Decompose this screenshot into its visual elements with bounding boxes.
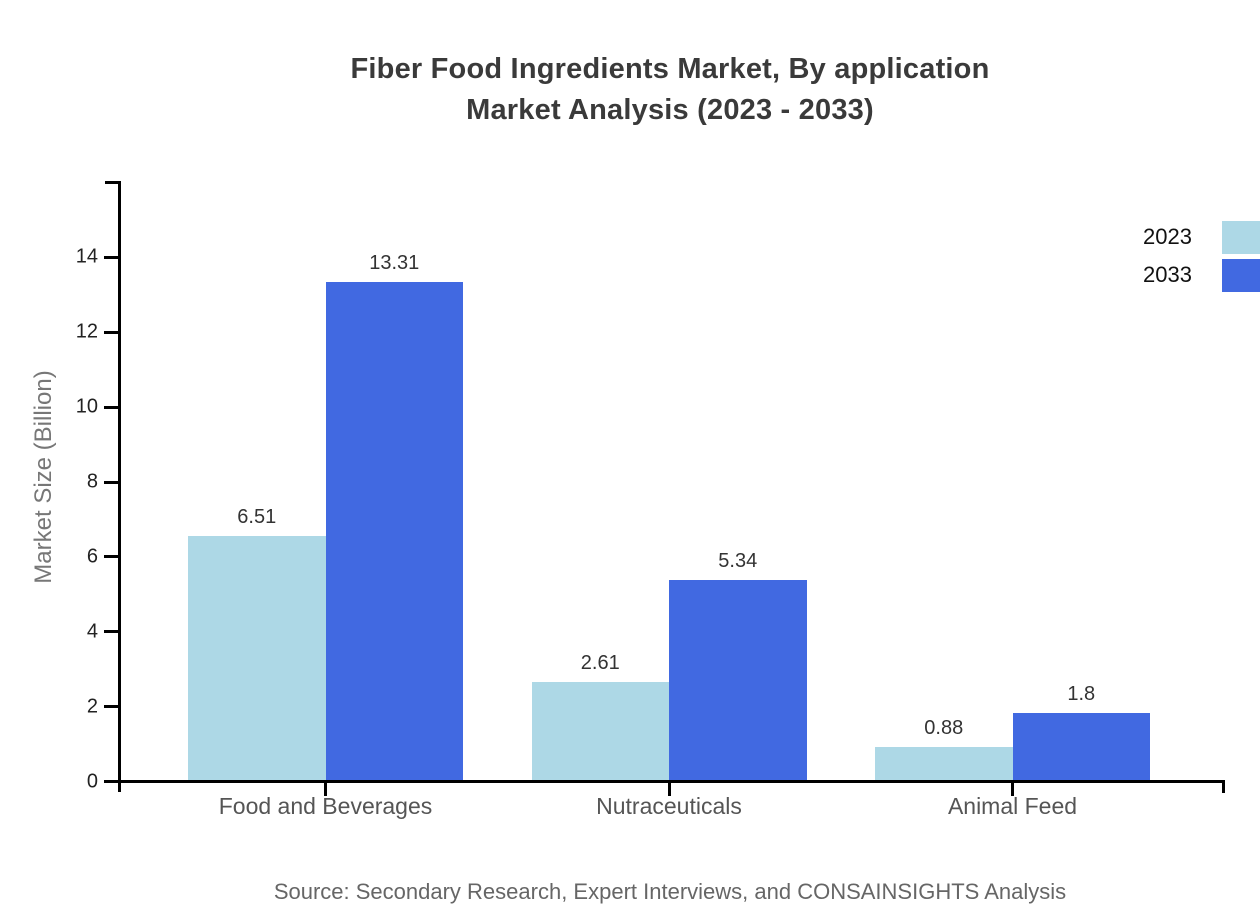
y-tick-label-6: 6	[86, 545, 98, 568]
y-tick-label-8: 8	[86, 470, 98, 493]
bar-2033-food-and-beverages	[325, 281, 463, 780]
chart-title: Fiber Food Ingredients Market, By applic…	[120, 49, 1220, 131]
chart-title-line1: Fiber Food Ingredients Market, By applic…	[350, 53, 990, 85]
bar-2033-animal-feed	[1012, 712, 1150, 780]
value-label-2033-food-and-beverages: 13.31	[369, 251, 420, 274]
category-label-animal-feed: Animal Feed	[947, 793, 1078, 819]
y-tick-label-0: 0	[86, 770, 98, 792]
y-tick-label-14: 14	[75, 245, 98, 268]
legend-swatch-2023	[1222, 221, 1260, 254]
y-tick-label-12: 12	[75, 320, 98, 343]
chart-title-line2: Market Analysis (2023 - 2033)	[466, 94, 874, 126]
category-label-nutraceuticals: Nutraceuticals	[596, 793, 742, 819]
source-text: Source: Secondary Research, Expert Inter…	[273, 879, 1067, 904]
bar-2023-nutraceuticals	[531, 682, 669, 780]
y-tick-12	[104, 330, 118, 334]
y-tick-label-2: 2	[86, 695, 98, 718]
x-tick-food-and-beverages	[324, 783, 327, 796]
y-tick-2	[104, 705, 118, 709]
y-axis-end-cap	[105, 181, 118, 184]
bar-2023-animal-feed	[875, 747, 1013, 780]
bar-2033-nutraceuticals	[669, 580, 807, 780]
x-axis-end-cap	[1222, 780, 1225, 793]
y-tick-label-10: 10	[75, 395, 98, 418]
y-tick-6	[104, 555, 118, 559]
y-tick-0	[104, 780, 118, 783]
value-label-2033-animal-feed: 1.8	[1067, 682, 1096, 705]
x-tick-nutraceuticals	[667, 783, 671, 796]
y-tick-8	[104, 480, 118, 484]
value-label-2023-animal-feed: 0.88	[924, 717, 964, 740]
legend-label-2033: 2033	[1143, 262, 1192, 287]
value-label-2033-nutraceuticals: 5.34	[718, 550, 758, 573]
y-tick-label-4: 4	[86, 620, 98, 643]
category-label-food-and-beverages: Food and Beverages	[218, 793, 433, 819]
legend-swatch-2033	[1222, 259, 1260, 292]
value-label-2023-food-and-beverages: 6.51	[237, 506, 277, 529]
y-tick-4	[104, 630, 118, 634]
value-label-2023-nutraceuticals: 2.61	[580, 652, 620, 675]
y-tick-14	[104, 255, 118, 259]
x-tick-animal-feed	[1011, 783, 1014, 796]
legend-label-2023: 2023	[1143, 224, 1192, 249]
y-axis-line	[118, 181, 121, 792]
bar-2023-food-and-beverages	[188, 536, 326, 780]
y-tick-10	[104, 405, 118, 409]
x-axis-line	[118, 780, 1225, 783]
